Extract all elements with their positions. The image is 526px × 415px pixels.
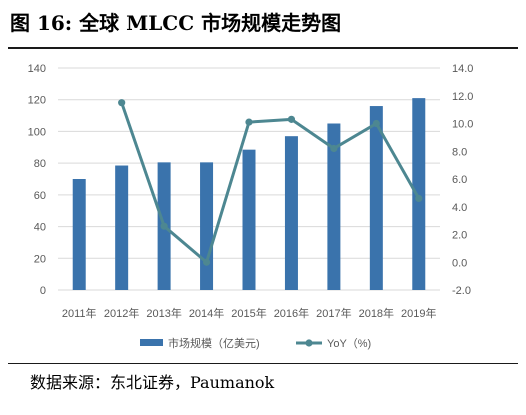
left-tick-label: 60 [34,190,46,202]
x-tick-label: 2015年 [231,306,266,320]
right-axis-ticks: -2.0 0.0 2.0 4.0 6.0 8.0 10.0 12.0 14.0 [452,63,473,297]
left-tick-label: 20 [34,253,46,265]
line-series [118,99,423,266]
x-tick-label: 2014年 [189,306,224,320]
bar [284,136,298,290]
left-tick-label: 80 [34,158,46,170]
x-tick-label: 2018年 [359,306,394,320]
yoy-point [330,144,338,153]
right-tick-label: 2.0 [452,230,467,242]
left-tick-label: 140 [28,63,46,75]
right-tick-label: 4.0 [452,202,467,214]
x-axis-ticks: 2011年 2012年 2013年 2014年 2015年 2016年 2017年 2018年… [62,306,437,320]
figure-title: 图 16: 全球 MLCC 市场规模走势图 [10,11,342,35]
bar [200,162,214,290]
left-tick-label: 0 [40,285,46,297]
legend-label: 市场规模（亿美元) [168,336,260,350]
right-tick-label: 10.0 [452,119,473,131]
bar [327,123,341,290]
legend-bar-swatch [140,339,163,346]
yoy-point [372,119,380,128]
right-tick-label: 6.0 [452,174,467,186]
yoy-line [120,102,421,264]
legend-label: YoY（%) [327,337,371,350]
bar [72,179,86,290]
right-tick-label: -2.0 [452,285,471,297]
x-tick-label: 2016年 [274,306,309,320]
x-tick-label: 2013年 [146,306,181,320]
title-divider [8,47,518,49]
right-tick-label: 0.0 [452,257,467,269]
x-tick-label: 2012年 [104,306,139,320]
yoy-point [287,115,296,123]
bar [242,149,256,290]
left-tick-label: 120 [28,95,46,107]
right-tick-label: 12.0 [452,91,473,103]
yoy-point [415,194,423,203]
right-tick-label: 8.0 [452,146,467,158]
right-tick-label: 14.0 [452,63,473,75]
legend-line-marker [305,339,313,347]
bar [412,98,426,290]
left-tick-label: 100 [28,126,46,138]
bar [369,106,383,290]
yoy-point [160,222,168,230]
yoy-point [202,258,211,266]
x-tick-label: 2011年 [62,306,97,320]
left-axis-ticks: 0 20 40 60 80 100 120 140 [28,63,46,297]
source-divider [8,363,518,364]
legend: 市场规模（亿美元) YoY（%) [140,336,371,350]
left-tick-label: 40 [34,222,46,234]
x-tick-label: 2017年 [316,306,351,320]
x-tick-label: 2019年 [401,306,436,320]
source-note: 数据来源：东北证券，Paumanok [30,373,275,392]
bar [115,165,129,290]
yoy-point [118,99,126,107]
yoy-point [245,118,253,126]
